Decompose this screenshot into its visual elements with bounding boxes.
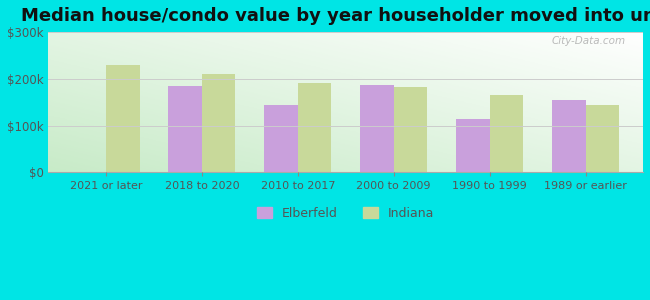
Legend: Elberfeld, Indiana: Elberfeld, Indiana — [252, 202, 439, 225]
Bar — [552, 100, 586, 172]
Bar — [394, 87, 427, 172]
Bar — [586, 105, 619, 172]
Bar — [106, 65, 140, 172]
Bar — [360, 85, 394, 172]
Bar — [168, 86, 202, 172]
Bar — [298, 83, 332, 172]
Text: City-Data.com: City-Data.com — [551, 36, 625, 46]
Title: Median house/condo value by year householder moved into unit: Median house/condo value by year househo… — [21, 7, 650, 25]
Bar — [489, 95, 523, 172]
Bar — [456, 119, 489, 172]
Bar — [202, 74, 235, 172]
Bar — [264, 104, 298, 172]
